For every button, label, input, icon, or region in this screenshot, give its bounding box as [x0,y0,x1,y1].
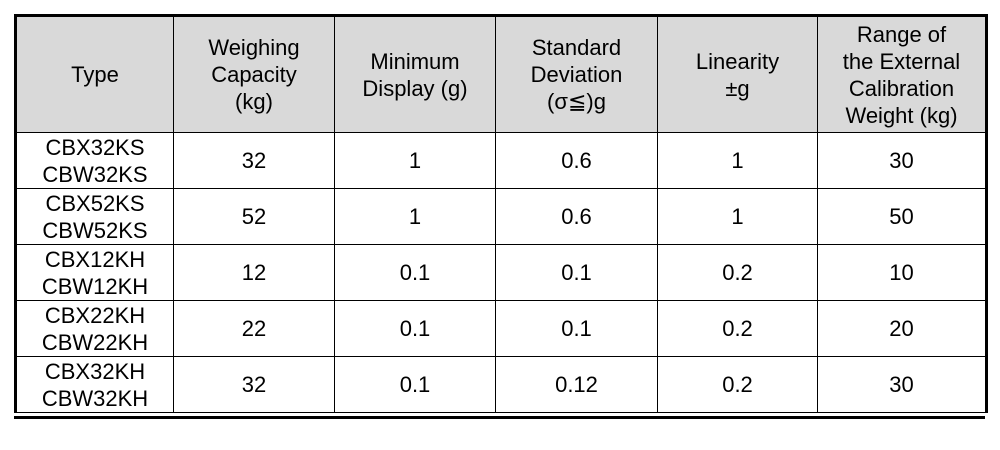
model-name: CBW52KS [42,217,148,243]
model-name: CBX52KS [45,190,145,216]
cell-min-display: 1 [334,188,496,245]
header-calibration-weight-range: Range of the External Calibration Weight… [817,14,988,133]
header-line: (σ≦)g [547,89,606,114]
cell-capacity: 12 [173,244,335,301]
header-line: Linearity [695,48,780,74]
spec-table-container: Type Weighing Capacity (kg) Minimum Disp… [14,14,988,419]
header-standard-deviation: Standard Deviation (σ≦)g [495,14,658,133]
cell-type: CBX22KH CBW22KH [14,300,174,357]
header-row: Type Weighing Capacity (kg) Minimum Disp… [14,14,988,133]
header-line: Capacity [211,62,297,87]
header-line: Calibration [848,75,955,101]
header-line: Weighing [208,35,300,60]
cell-std-dev: 0.1 [495,244,658,301]
cell-min-display: 1 [334,132,496,189]
header-linearity: Linearity ±g [657,14,818,133]
cell-std-dev: 0.12 [495,356,658,413]
cell-std-dev: 0.6 [495,188,658,245]
cell-linearity: 0.2 [657,244,818,301]
specification-table: Type Weighing Capacity (kg) Minimum Disp… [14,14,988,413]
model-name: CBW12KH [41,273,149,299]
model-name: CBX32KH [44,358,146,384]
cell-linearity: 1 [657,188,818,245]
cell-capacity: 22 [173,300,335,357]
model-name: CBW32KS [42,161,148,187]
cell-min-display: 0.1 [334,244,496,301]
cell-linearity: 1 [657,132,818,189]
cell-type: CBX12KH CBW12KH [14,244,174,301]
header-line: Weight (kg) [845,102,958,128]
model-name: CBW22KH [41,329,149,355]
model-name: CBW32KH [41,385,149,411]
header-line: Standard [531,35,622,60]
cell-type: CBX32KH CBW32KH [14,356,174,413]
cell-linearity: 0.2 [657,300,818,357]
table-row: CBX12KH CBW12KH 12 0.1 0.1 0.2 10 [14,244,988,301]
cell-type: CBX52KS CBW52KS [14,188,174,245]
table-row: CBX52KS CBW52KS 52 1 0.6 1 50 [14,188,988,245]
cell-std-dev: 0.1 [495,300,658,357]
header-line: Minimum [370,48,460,74]
cell-capacity: 32 [173,132,335,189]
table-row: CBX32KH CBW32KH 32 0.1 0.12 0.2 30 [14,356,988,413]
header-minimum-display: Minimum Display (g) [334,14,496,133]
cell-calibration: 30 [817,132,988,189]
table-row: CBX22KH CBW22KH 22 0.1 0.1 0.2 20 [14,300,988,357]
cell-calibration: 30 [817,356,988,413]
header-line: (kg) [235,89,273,114]
header-type: Type [14,14,174,133]
header-line: Deviation [530,62,623,87]
cell-type: CBX32KS CBW32KS [14,132,174,189]
header-line: the External [842,48,961,74]
cell-linearity: 0.2 [657,356,818,413]
header-line: Type [71,62,119,87]
cell-calibration: 50 [817,188,988,245]
header-line: Range of [856,21,947,47]
table-bottom-double-rule [14,416,985,419]
model-name: CBX32KS [45,134,145,160]
model-name: CBX12KH [44,246,146,272]
cell-min-display: 0.1 [334,300,496,357]
header-line: Display (g) [362,75,468,101]
cell-std-dev: 0.6 [495,132,658,189]
cell-calibration: 20 [817,300,988,357]
cell-capacity: 32 [173,356,335,413]
table-row: CBX32KS CBW32KS 32 1 0.6 1 30 [14,132,988,189]
cell-capacity: 52 [173,188,335,245]
cell-min-display: 0.1 [334,356,496,413]
model-name: CBX22KH [44,302,146,328]
header-weighing-capacity: Weighing Capacity (kg) [173,14,335,133]
cell-calibration: 10 [817,244,988,301]
header-line: ±g [725,75,750,101]
